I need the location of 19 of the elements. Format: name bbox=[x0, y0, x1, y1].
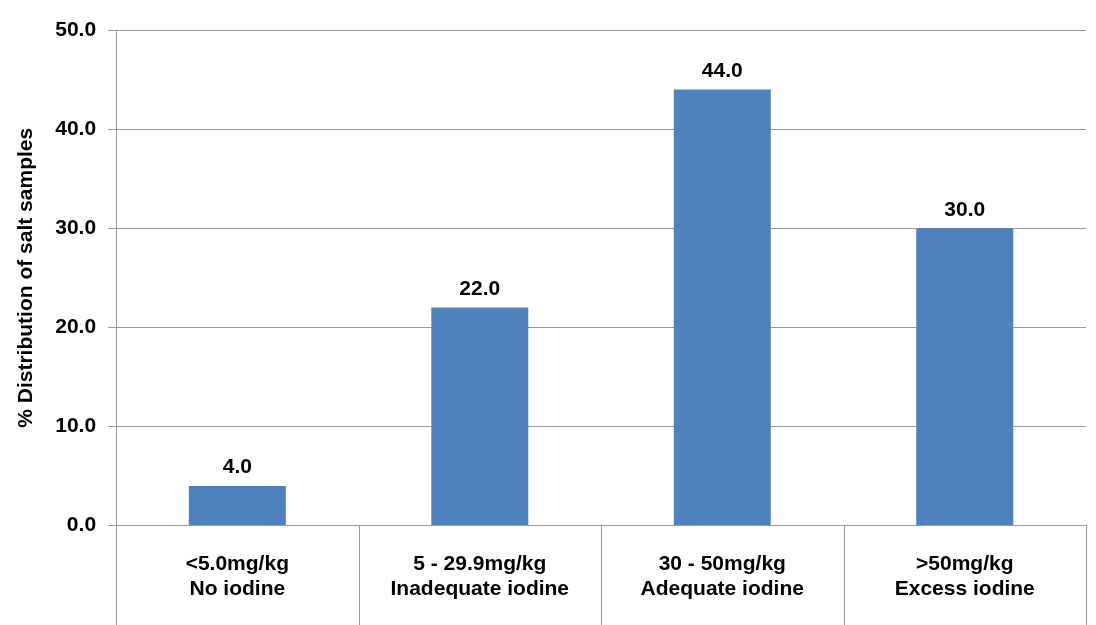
bar bbox=[431, 307, 529, 526]
y-tick-label: 0.0 bbox=[66, 512, 97, 536]
y-axis-title: % Distribution of salt samples bbox=[13, 127, 37, 428]
data-label: 44.0 bbox=[701, 57, 743, 81]
bar bbox=[673, 89, 771, 526]
x-tick-label: <5.0mg/kg No iodine bbox=[185, 551, 289, 600]
y-tick-label: 50.0 bbox=[55, 16, 97, 40]
x-tick-label: 5 - 29.9mg/kg Inadequate iodine bbox=[390, 551, 570, 600]
x-tick-label: >50mg/kg Excess iodine bbox=[894, 551, 1035, 600]
y-tick-label: 30.0 bbox=[55, 215, 97, 239]
y-tick-label: 40.0 bbox=[55, 115, 97, 139]
y-tick-label: 10.0 bbox=[55, 413, 97, 437]
bar bbox=[916, 228, 1014, 526]
y-tick-label: 20.0 bbox=[55, 314, 97, 338]
data-label: 30.0 bbox=[944, 196, 986, 220]
data-label: 22.0 bbox=[459, 275, 501, 299]
bar bbox=[188, 485, 286, 526]
data-label: 4.0 bbox=[222, 454, 252, 478]
x-tick-label: 30 - 50mg/kg Adequate iodine bbox=[640, 551, 804, 600]
